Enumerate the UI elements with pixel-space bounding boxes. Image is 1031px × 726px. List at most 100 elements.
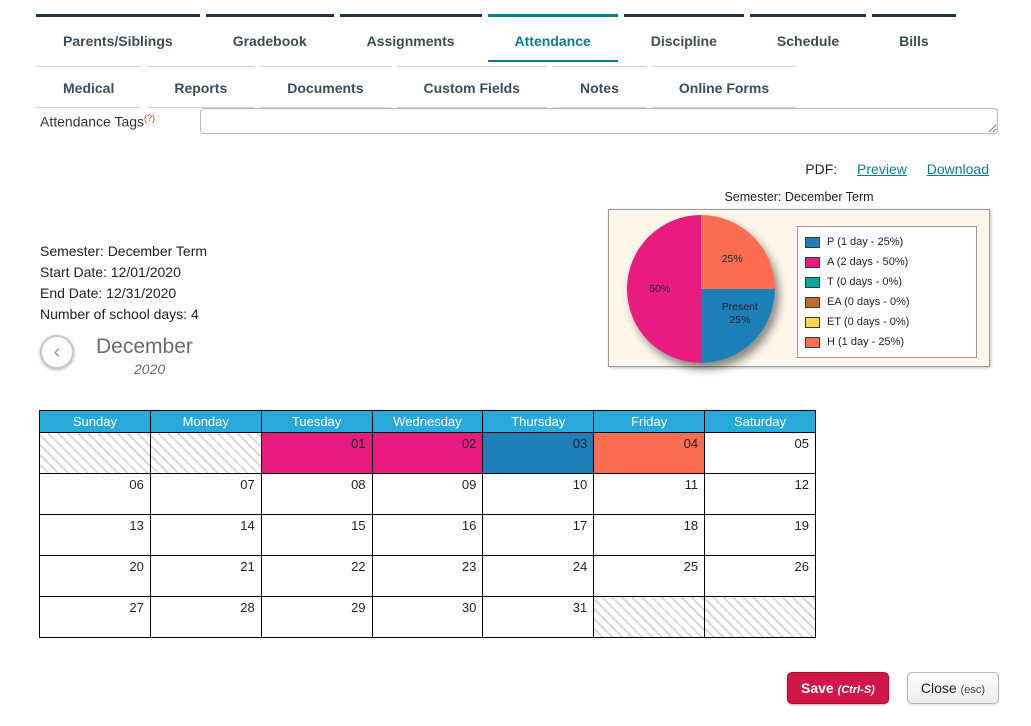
tab-custom-fields[interactable]: Custom Fields — [396, 66, 547, 108]
calendar-week-row: 06 07 08 09 10 11 12 — [39, 473, 816, 515]
pdf-download-link[interactable]: Download — [926, 161, 989, 177]
calendar-day-cell[interactable]: 14 — [149, 514, 262, 556]
legend-item: P (1 day - 25%) — [805, 232, 969, 252]
month-name: December — [96, 335, 193, 358]
calendar-day-cell[interactable]: 29 — [260, 596, 373, 638]
calendar-empty-cell — [704, 596, 816, 638]
pie-slice-label-h: 25% — [721, 253, 743, 266]
legend-swatch — [805, 296, 820, 308]
pie-legend: P (1 day - 25%) A (2 days - 50%) T (0 days… — [797, 226, 977, 358]
calendar-day-cell[interactable]: 04 — [593, 432, 706, 474]
calendar-day-cell[interactable]: 11 — [593, 473, 706, 515]
calendar-day-cell[interactable]: 21 — [149, 555, 262, 597]
legend-item: T (0 days - 0%) — [805, 272, 969, 292]
calendar-header-friday: Friday — [593, 410, 706, 433]
legend-swatch — [805, 236, 820, 248]
attendance-tags-label: Attendance Tags(?) — [40, 113, 155, 130]
close-shortcut-hint: (esc) — [960, 684, 985, 696]
calendar-day-cell[interactable]: 17 — [482, 514, 595, 556]
footer-actions: Save (Ctrl-S) Close (esc) — [786, 672, 999, 704]
calendar-day-cell[interactable]: 31 — [482, 596, 595, 638]
legend-swatch — [805, 316, 820, 328]
tab-parents-siblings[interactable]: Parents/Siblings — [36, 14, 200, 62]
tab-assignments[interactable]: Assignments — [339, 14, 482, 62]
legend-label: EA (0 days - 0%) — [827, 296, 910, 308]
semester-name: Semester: December Term — [40, 243, 208, 259]
save-button-label: Save — [800, 680, 834, 696]
calendar-day-cell[interactable]: 13 — [39, 514, 151, 556]
legend-label: A (2 days - 50%) — [827, 256, 909, 268]
calendar-day-cell[interactable]: 10 — [482, 473, 595, 515]
semester-end-date: End Date: 12/31/2020 — [40, 285, 177, 301]
calendar-day-cell[interactable]: 18 — [593, 514, 706, 556]
pdf-actions: PDF: Preview Download — [805, 161, 989, 177]
month-heading: December 2020 — [96, 335, 193, 377]
calendar-week-row: 13 14 15 16 17 18 19 — [39, 514, 816, 556]
calendar-day-cell[interactable]: 19 — [704, 514, 816, 556]
calendar-day-cell[interactable]: 26 — [704, 555, 816, 597]
attendance-calendar: Sunday Monday Tuesday Wednesday Thursday… — [39, 410, 816, 638]
calendar-header-row: Sunday Monday Tuesday Wednesday Thursday… — [39, 410, 816, 433]
calendar-day-cell[interactable]: 16 — [371, 514, 484, 556]
previous-month-button[interactable]: ‹ — [40, 335, 74, 369]
help-marker-icon[interactable]: (?) — [144, 113, 156, 123]
pdf-preview-link[interactable]: Preview — [857, 161, 907, 177]
calendar-day-cell[interactable]: 01 — [260, 432, 373, 474]
calendar-day-cell[interactable]: 30 — [371, 596, 484, 638]
save-button[interactable]: Save (Ctrl-S) — [786, 672, 889, 704]
tab-medical[interactable]: Medical — [36, 66, 142, 108]
calendar-week-row: 20 21 22 23 24 25 26 — [39, 555, 816, 597]
calendar-header-monday: Monday — [149, 410, 262, 433]
legend-item: H (1 day - 25%) — [805, 332, 969, 352]
calendar-day-cell[interactable]: 15 — [260, 514, 373, 556]
tab-notes[interactable]: Notes — [552, 66, 646, 108]
pie-chart: 25% Present 25% 50% — [627, 215, 775, 363]
close-button[interactable]: Close (esc) — [906, 672, 999, 704]
calendar-empty-cell — [39, 432, 151, 474]
pdf-label: PDF: — [805, 161, 838, 177]
legend-item: EA (0 days - 0%) — [805, 292, 969, 312]
calendar-empty-cell — [593, 596, 706, 638]
calendar-day-cell[interactable]: 28 — [149, 596, 262, 638]
calendar-day-cell[interactable]: 20 — [39, 555, 151, 597]
calendar-week-row: 27 28 29 30 31 — [39, 596, 816, 638]
calendar-day-cell[interactable]: 03 — [482, 432, 595, 474]
calendar-day-cell[interactable]: 23 — [371, 555, 484, 597]
tab-gradebook[interactable]: Gradebook — [205, 14, 334, 62]
calendar-week-row: 01 02 03 04 05 — [39, 432, 816, 474]
tab-online-forms[interactable]: Online Forms — [651, 66, 797, 108]
calendar-day-cell[interactable]: 07 — [149, 473, 262, 515]
tab-schedule[interactable]: Schedule — [749, 14, 867, 62]
calendar-day-cell[interactable]: 06 — [39, 473, 151, 515]
attendance-tags-label-text: Attendance Tags — [40, 113, 145, 130]
calendar-day-cell[interactable]: 09 — [371, 473, 484, 515]
calendar-day-cell[interactable]: 24 — [482, 555, 595, 597]
save-shortcut-hint: (Ctrl-S) — [837, 684, 875, 696]
calendar-day-cell[interactable]: 02 — [371, 432, 484, 474]
tab-discipline[interactable]: Discipline — [623, 14, 744, 62]
legend-item: A (2 days - 50%) — [805, 252, 969, 272]
calendar-day-cell[interactable]: 22 — [260, 555, 373, 597]
legend-swatch — [805, 336, 820, 348]
close-button-label: Close — [920, 680, 957, 696]
calendar-day-cell[interactable]: 27 — [39, 596, 151, 638]
tab-bar-primary: Parents/Siblings Gradebook Assignments A… — [36, 14, 956, 62]
calendar-header-sunday: Sunday — [39, 410, 151, 433]
calendar-day-cell[interactable]: 08 — [260, 473, 373, 515]
semester-school-days: Number of school days: 4 — [40, 306, 199, 322]
calendar-empty-cell — [149, 432, 262, 474]
legend-item: ET (0 days - 0%) — [805, 312, 969, 332]
tab-bills[interactable]: Bills — [872, 14, 956, 62]
legend-swatch — [805, 256, 820, 268]
pie-slice-label-present: Present 25% — [721, 300, 758, 326]
legend-label: ET (0 days - 0%) — [827, 316, 910, 328]
legend-label: P (1 day - 25%) — [827, 236, 904, 248]
calendar-day-cell[interactable]: 12 — [704, 473, 816, 515]
calendar-day-cell[interactable]: 05 — [704, 432, 816, 474]
attendance-tags-input[interactable] — [200, 108, 998, 134]
calendar-day-cell[interactable]: 25 — [593, 555, 706, 597]
semester-info: Semester: December Term Start Date: 12/0… — [40, 241, 207, 325]
tab-documents[interactable]: Documents — [260, 66, 391, 108]
tab-reports[interactable]: Reports — [147, 66, 255, 108]
tab-attendance[interactable]: Attendance — [487, 14, 618, 62]
